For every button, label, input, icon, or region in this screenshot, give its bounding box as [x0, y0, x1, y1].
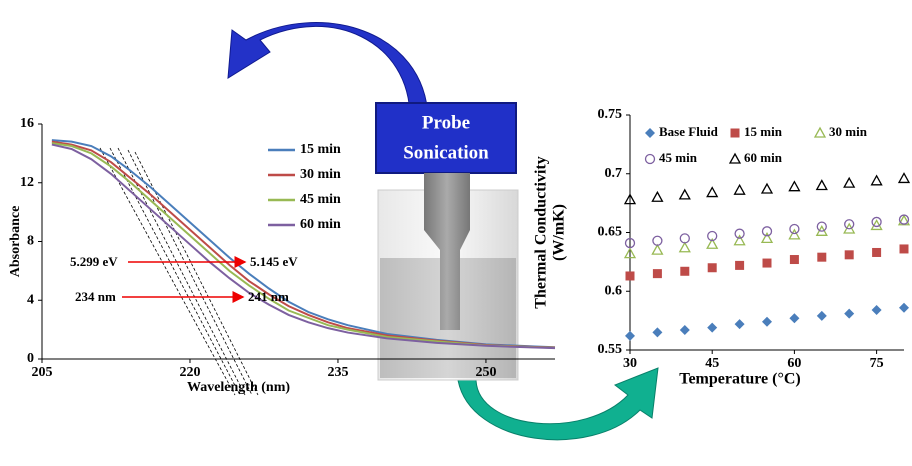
point: [652, 327, 662, 337]
point: [652, 192, 662, 201]
point: [680, 190, 690, 199]
point: [762, 184, 772, 193]
y-tick-label: 0.7: [605, 166, 623, 181]
point: [817, 181, 827, 190]
point: [626, 271, 635, 280]
point: [900, 244, 909, 253]
y-tick-label: 0.75: [598, 107, 623, 122]
legend-label: 30 min: [300, 167, 341, 182]
y-tick-label: 12: [20, 175, 34, 190]
legend-label: 45 min: [659, 150, 698, 165]
point: [707, 188, 717, 197]
x-tick-label: 250: [475, 365, 496, 380]
point: [872, 248, 881, 257]
annotation: 234 nm: [75, 289, 116, 304]
point: [652, 245, 662, 254]
legend-marker: [815, 128, 825, 137]
x-axis-label: Temperature (°C): [679, 371, 800, 388]
figure: Probe Sonication 0481216205220235250Wave…: [0, 0, 912, 461]
point: [790, 255, 799, 264]
annotation: 5.145 eV: [250, 254, 298, 269]
x-tick-label: 235: [327, 365, 348, 380]
y-tick-label: 16: [20, 116, 34, 131]
point: [844, 178, 854, 187]
y-tick-label: 0.65: [598, 225, 623, 240]
point: [872, 217, 881, 226]
legend-label: 45 min: [300, 192, 341, 207]
tangent: [100, 148, 235, 395]
y-axis-label: Absorbance: [8, 206, 23, 278]
point: [872, 305, 882, 315]
legend-marker: [646, 155, 655, 164]
legend-marker: [731, 129, 740, 138]
legend-label: 15 min: [744, 124, 783, 139]
tangent: [128, 150, 252, 395]
point: [762, 317, 772, 327]
point: [735, 185, 745, 194]
point: [817, 311, 827, 321]
y-tick-label: 0.55: [598, 342, 623, 357]
label-line: Probe: [422, 112, 470, 133]
point: [789, 313, 799, 323]
point: [844, 309, 854, 319]
point: [708, 263, 717, 272]
x-tick-label: 75: [870, 356, 884, 371]
x-tick-label: 220: [179, 365, 200, 380]
legend-marker: [730, 154, 740, 163]
x-tick-label: 30: [623, 356, 637, 371]
x-tick-label: 60: [787, 356, 801, 371]
point: [680, 267, 689, 276]
annotation: 5.299 eV: [70, 254, 118, 269]
legend-label: 60 min: [744, 150, 783, 165]
point: [707, 323, 717, 333]
point: [763, 259, 772, 268]
point: [680, 325, 690, 335]
x-tick-label: 45: [705, 356, 719, 371]
y-tick-label: 8: [27, 234, 34, 249]
point: [653, 269, 662, 278]
point: [789, 182, 799, 191]
y-tick-label: 0.6: [605, 283, 623, 298]
x-tick-label: 205: [32, 365, 53, 380]
y-tick-label: 4: [27, 292, 34, 307]
point: [845, 250, 854, 259]
annotation: 241 nm: [248, 289, 289, 304]
y-axis-label: (W/mK): [551, 204, 568, 261]
legend-label: 30 min: [829, 124, 868, 139]
tangent: [118, 148, 245, 395]
legend-marker: [645, 128, 655, 138]
y-axis-label: Thermal Conductivity: [533, 156, 550, 308]
point: [625, 331, 635, 341]
point: [680, 243, 690, 252]
point: [735, 319, 745, 329]
y-tick-label: 0: [27, 351, 34, 366]
label-line: Sonication: [403, 142, 489, 163]
point: [899, 303, 909, 313]
point: [735, 261, 744, 270]
point: [817, 253, 826, 262]
legend-label: 60 min: [300, 217, 341, 232]
legend-label: Base Fluid: [659, 124, 719, 139]
point: [872, 176, 882, 185]
legend-label: 15 min: [300, 142, 341, 157]
point: [899, 173, 909, 182]
